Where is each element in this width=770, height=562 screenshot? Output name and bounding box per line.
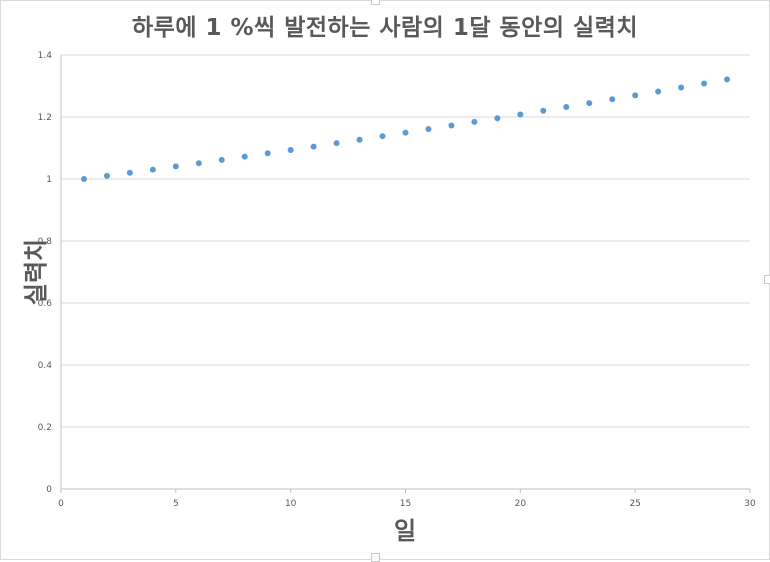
- data-point: [448, 122, 455, 129]
- data-point: [494, 115, 501, 122]
- y-tick-label: 0.6: [38, 299, 53, 309]
- data-point: [264, 150, 271, 157]
- y-tick-label: 1.4: [38, 51, 53, 61]
- data-point: [310, 143, 317, 150]
- data-point: [172, 163, 179, 170]
- data-point: [103, 172, 110, 179]
- data-point: [701, 80, 708, 87]
- resize-handle-top[interactable]: [371, 0, 380, 5]
- data-point: [241, 153, 248, 160]
- data-point: [563, 103, 570, 110]
- x-tick-label: 10: [285, 499, 297, 509]
- data-point: [356, 136, 363, 143]
- data-point: [678, 84, 685, 91]
- data-point: [586, 100, 593, 107]
- data-point: [471, 118, 478, 125]
- chart-title[interactable]: 하루에 1 %씩 발전하는 사람의 1달 동안의 실력치: [132, 15, 638, 41]
- x-tick-label: 20: [515, 499, 527, 509]
- x-tick-label: 15: [400, 499, 411, 509]
- data-point: [632, 92, 639, 99]
- data-point: [724, 76, 731, 83]
- x-axis-title[interactable]: 일: [393, 517, 417, 545]
- y-tick-label: 0.8: [38, 237, 53, 247]
- x-tick-label: 25: [629, 499, 640, 509]
- data-point: [402, 129, 409, 136]
- data-point: [655, 88, 662, 95]
- data-point: [218, 156, 225, 163]
- y-tick-label: 0.4: [38, 361, 53, 371]
- data-point: [379, 133, 386, 140]
- y-tick-label: 0: [46, 485, 52, 495]
- x-tick-label: 5: [173, 499, 179, 509]
- data-point: [287, 146, 294, 153]
- data-point: [333, 140, 340, 147]
- data-point: [609, 96, 616, 103]
- data-point: [540, 107, 547, 114]
- data-point: [126, 169, 133, 176]
- data-point: [425, 126, 432, 133]
- data-point: [195, 160, 202, 167]
- x-tick-label: 30: [744, 499, 756, 509]
- y-tick-label: 1.2: [38, 113, 52, 123]
- y-tick-label: 1: [46, 175, 52, 185]
- data-point: [149, 166, 156, 173]
- y-tick-label: 0.2: [38, 423, 52, 433]
- data-point: [80, 176, 87, 182]
- resize-handle-right[interactable]: [764, 275, 770, 284]
- data-point: [517, 111, 524, 118]
- x-tick-label: 0: [58, 499, 64, 509]
